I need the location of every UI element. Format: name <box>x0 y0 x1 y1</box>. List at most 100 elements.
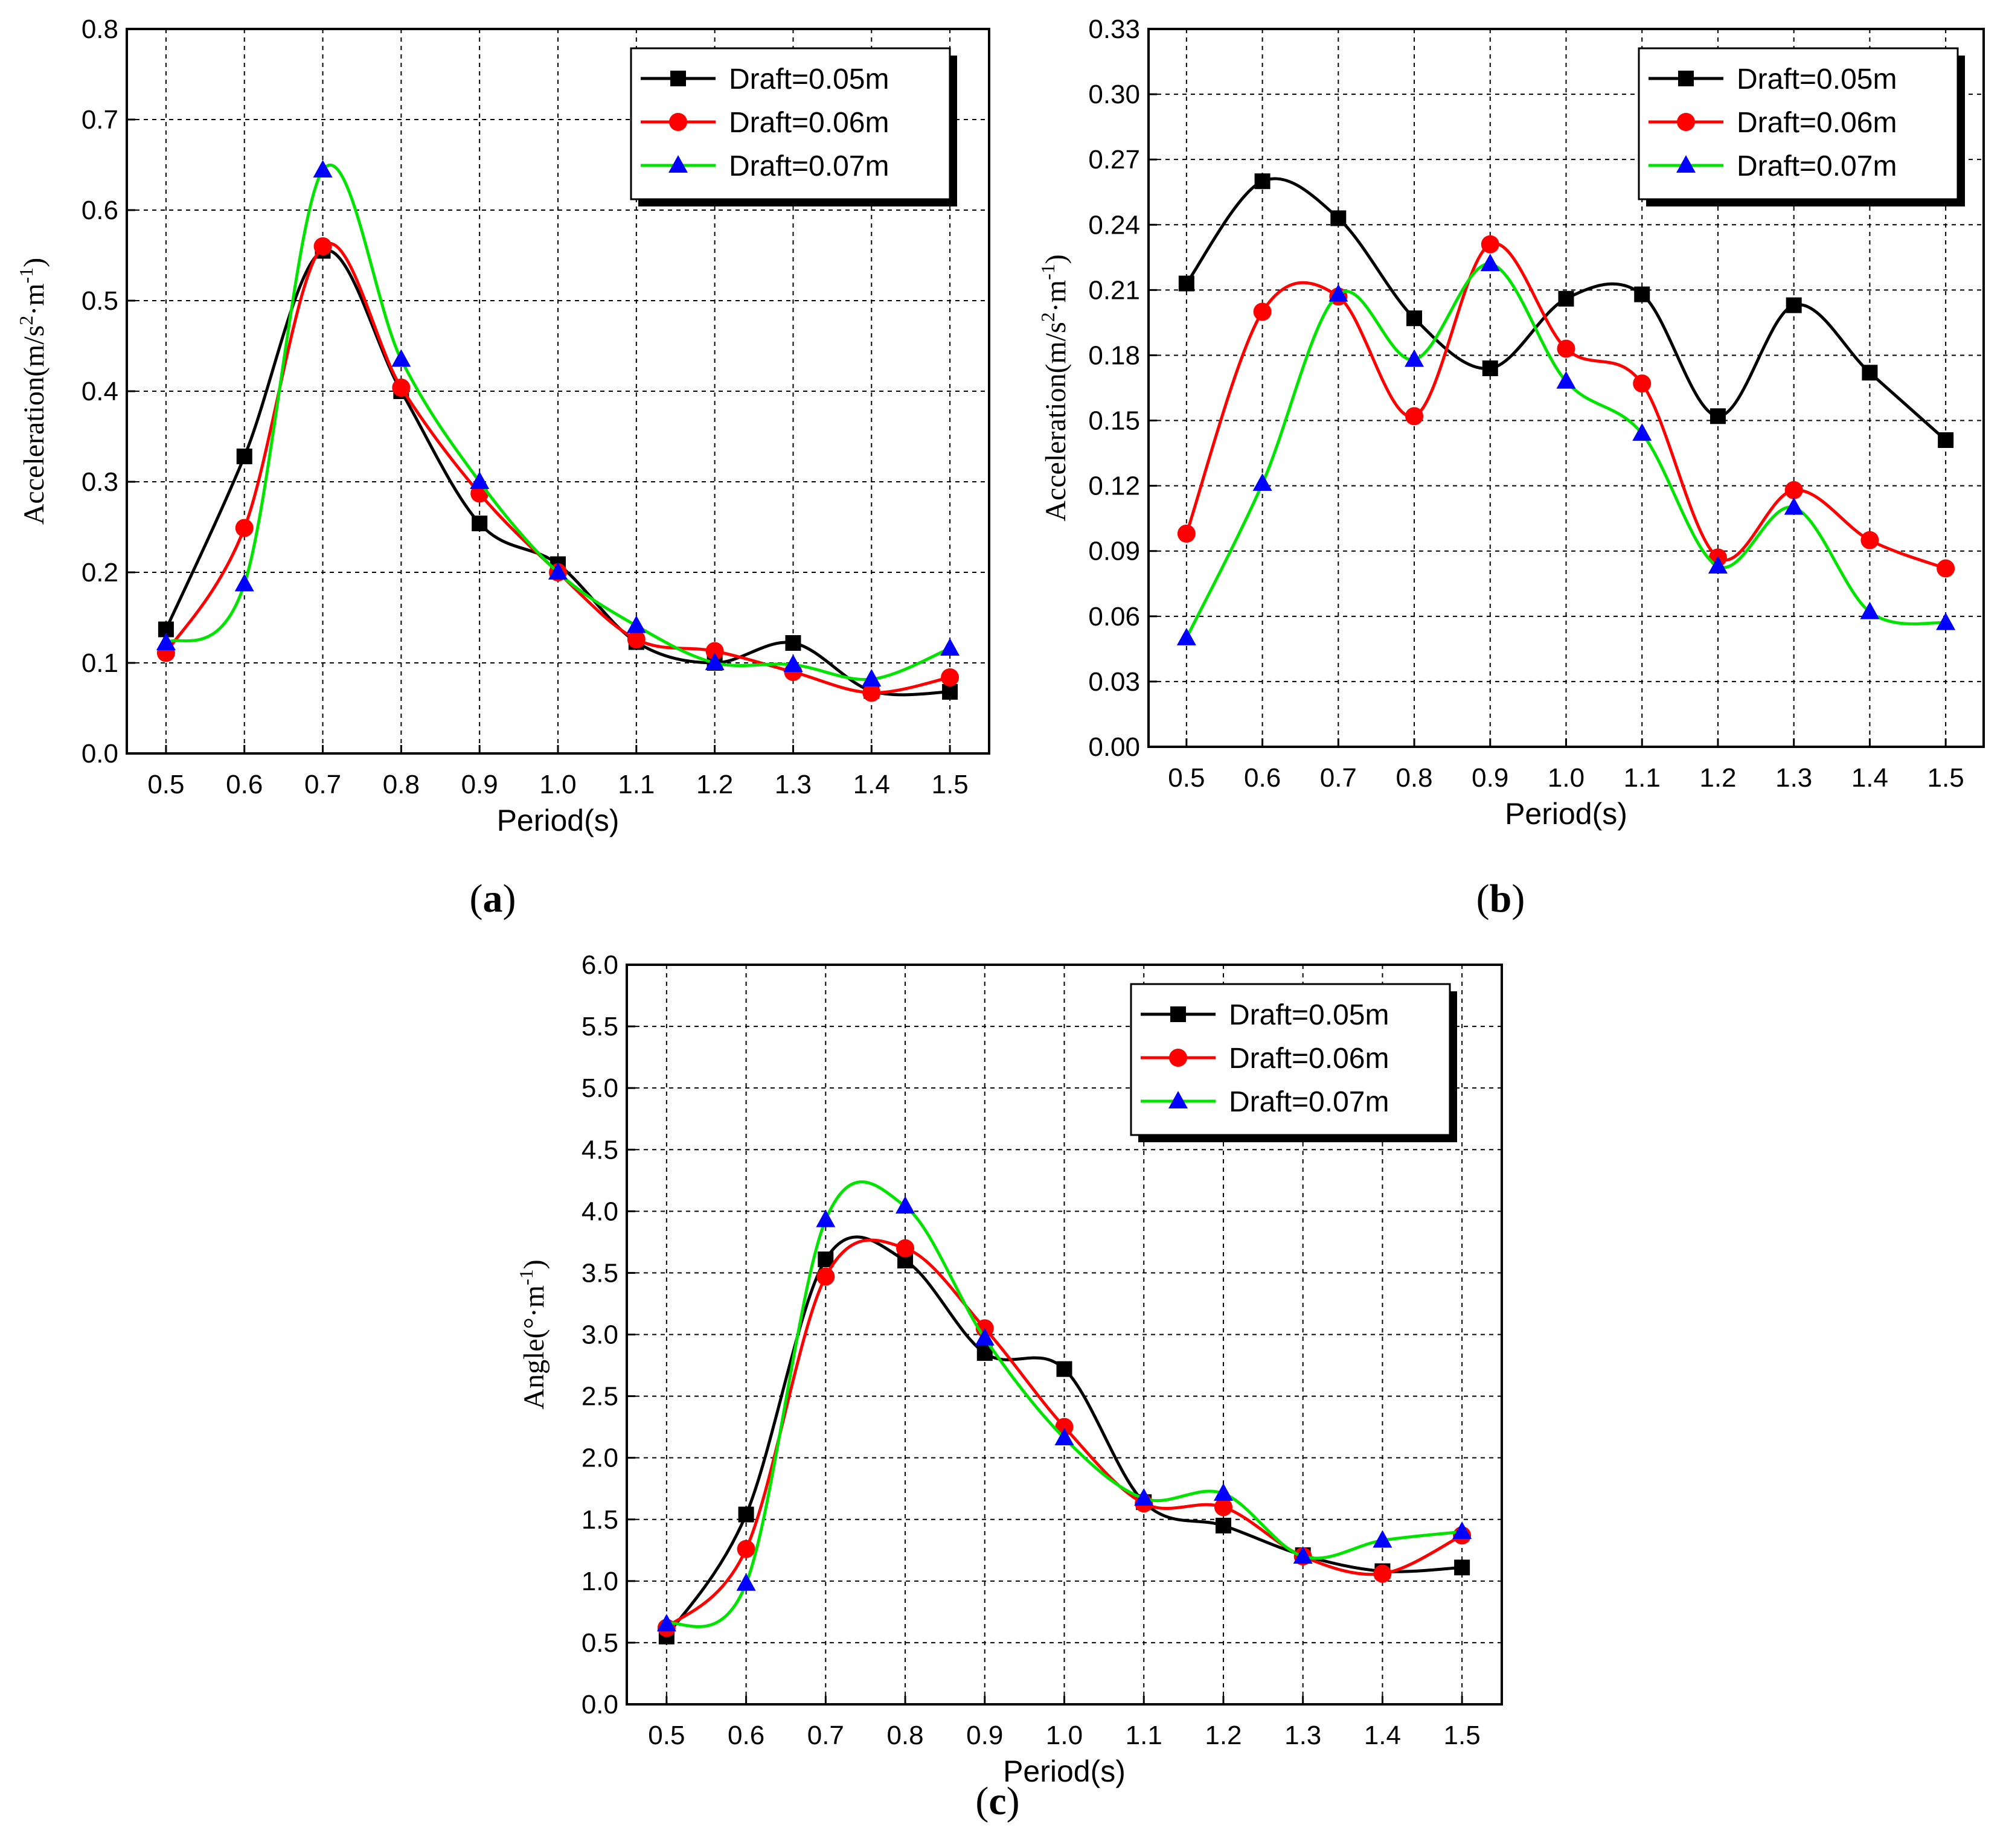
x-tick-label: 1.4 <box>1851 763 1888 793</box>
legend-marker <box>670 71 686 86</box>
y-axis-label-superscript: 2 <box>1037 312 1059 322</box>
data-point <box>1556 371 1576 389</box>
x-tick-label: 1.3 <box>1775 763 1812 793</box>
x-axis: 0.5 0.6 0.7 0.8 0.9 1.0 1.1 1.2 1.3 1.4 1.5 <box>648 1696 1481 1750</box>
data-point <box>896 1196 915 1214</box>
data-point <box>1254 173 1271 190</box>
x-tick-label: 0.5 <box>1168 763 1205 793</box>
y-axis-label: Angle(°·m-1) <box>515 1259 550 1409</box>
y-tick-label: 0.0 <box>82 739 118 769</box>
x-tick-label: 1.5 <box>1444 1721 1481 1750</box>
x-tick-label: 0.5 <box>648 1721 685 1750</box>
data-point <box>1480 254 1500 272</box>
y-tick-label: 0.06 <box>1088 602 1140 631</box>
data-point <box>1784 481 1803 499</box>
y-tick-label: 3.5 <box>582 1258 618 1288</box>
panel-caption: (b) <box>1476 877 1525 921</box>
y-tick-label: 0.09 <box>1088 537 1140 566</box>
data-point <box>1253 302 1272 321</box>
y-tick-label: 5.5 <box>582 1012 618 1041</box>
data-point <box>1178 275 1194 292</box>
panel-caption-letter: c <box>989 1779 1006 1823</box>
data-point <box>940 638 960 656</box>
y-tick-label: 0.12 <box>1088 472 1140 501</box>
legend-marker <box>1170 1006 1186 1022</box>
x-tick-label: 0.7 <box>1320 763 1357 793</box>
panel-a: 0.00.10.20.30.40.50.60.70.80.5 0.6 0.7 0.8 0… <box>15 14 990 921</box>
series-2 <box>156 160 960 686</box>
data-point <box>736 1573 756 1591</box>
data-point <box>1406 310 1423 327</box>
data-point <box>738 1506 754 1523</box>
x-tick-label: 0.7 <box>304 770 341 799</box>
panel-caption-letter: a <box>483 877 503 921</box>
data-point <box>656 1614 676 1632</box>
y-axis-label-part: Acceleration(m/s <box>18 325 50 525</box>
data-point <box>1405 407 1424 426</box>
y-axis-label-superscript: -1 <box>15 267 37 284</box>
data-point <box>156 633 176 650</box>
data-point <box>236 449 252 464</box>
y-tick-label: 0.6 <box>82 196 118 225</box>
y-axis-label-part: ) <box>518 1259 550 1269</box>
x-tick-label: 1.5 <box>1927 763 1964 793</box>
x-tick-label: 0.8 <box>383 770 420 799</box>
y-axis-label-superscript: 2 <box>15 316 37 325</box>
legend-marker <box>1676 155 1696 173</box>
x-tick-label: 0.6 <box>1244 763 1281 793</box>
data-point <box>1056 1361 1072 1377</box>
y-tick-label: 2.5 <box>582 1382 618 1412</box>
panel-c: 0.00.51.01.52.02.53.03.54.04.55.05.56.00… <box>515 950 1503 1823</box>
data-point <box>1452 1521 1472 1539</box>
data-point <box>816 1209 836 1227</box>
data-point <box>1938 432 1954 448</box>
x-tick-label: 1.1 <box>1624 763 1661 793</box>
y-axis-label-superscript: -1 <box>1037 264 1059 280</box>
y-tick-label: 0.8 <box>82 14 118 44</box>
data-point <box>862 669 882 686</box>
x-tick-label: 0.9 <box>1472 763 1508 793</box>
y-axis-label-part: ) <box>1040 254 1072 264</box>
data-point <box>1634 286 1650 302</box>
y-tick-label: 0.5 <box>582 1628 618 1658</box>
data-point <box>1215 1517 1231 1533</box>
y-tick-label: 0.24 <box>1088 210 1140 240</box>
legend: Draft=0.05m Draft=0.06m Draft=0.07m <box>1638 47 1965 206</box>
data-point <box>313 237 332 255</box>
data-point <box>862 683 881 702</box>
y-tick-label: 0.18 <box>1088 341 1140 370</box>
legend-label: Draft=0.07m <box>1229 1086 1389 1118</box>
x-tick-label: 1.0 <box>1548 763 1585 793</box>
y-tick-label: 0.7 <box>82 105 118 135</box>
legend-label: Draft=0.06m <box>1229 1043 1389 1075</box>
series-1 <box>1177 235 1955 578</box>
x-axis-label: Period(s) <box>1003 1754 1126 1788</box>
legend-label: Draft=0.06m <box>729 107 889 139</box>
y-axis-label-part: Angle(°·m <box>518 1285 550 1410</box>
x-tick-label: 0.7 <box>807 1721 844 1750</box>
x-tick-label: 1.4 <box>853 770 890 799</box>
y-tick-label: 0.15 <box>1088 406 1140 436</box>
y-tick-label: 0.0 <box>582 1690 618 1719</box>
y-tick-label: 2.0 <box>582 1444 618 1473</box>
y-tick-label: 4.0 <box>582 1197 618 1226</box>
y-axis: 0.0 0.5 1.0 1.5 2.0 2.5 3.0 3.5 4.0 4.5 5.0 5.5 6.0 <box>582 950 635 1719</box>
data-point <box>942 684 958 700</box>
y-tick-label: 0.5 <box>82 286 118 316</box>
data-point <box>1633 374 1652 393</box>
y-tick-label: 0.2 <box>82 558 118 587</box>
y-tick-label: 1.0 <box>582 1567 618 1596</box>
y-tick-label: 0.03 <box>1088 667 1140 697</box>
x-tick-label: 0.6 <box>728 1721 764 1750</box>
x-tick-label: 1.0 <box>1046 1721 1083 1750</box>
legend: Draft=0.05m Draft=0.06m Draft=0.07m <box>630 47 957 206</box>
panel-caption: (c) <box>975 1779 1019 1823</box>
y-tick-label: 0.3 <box>82 467 118 497</box>
data-point <box>1860 601 1880 619</box>
data-point <box>472 516 488 531</box>
data-point <box>975 1328 995 1346</box>
data-point <box>941 668 960 686</box>
x-tick-label: 0.6 <box>226 770 263 799</box>
legend-marker <box>1168 1091 1188 1108</box>
